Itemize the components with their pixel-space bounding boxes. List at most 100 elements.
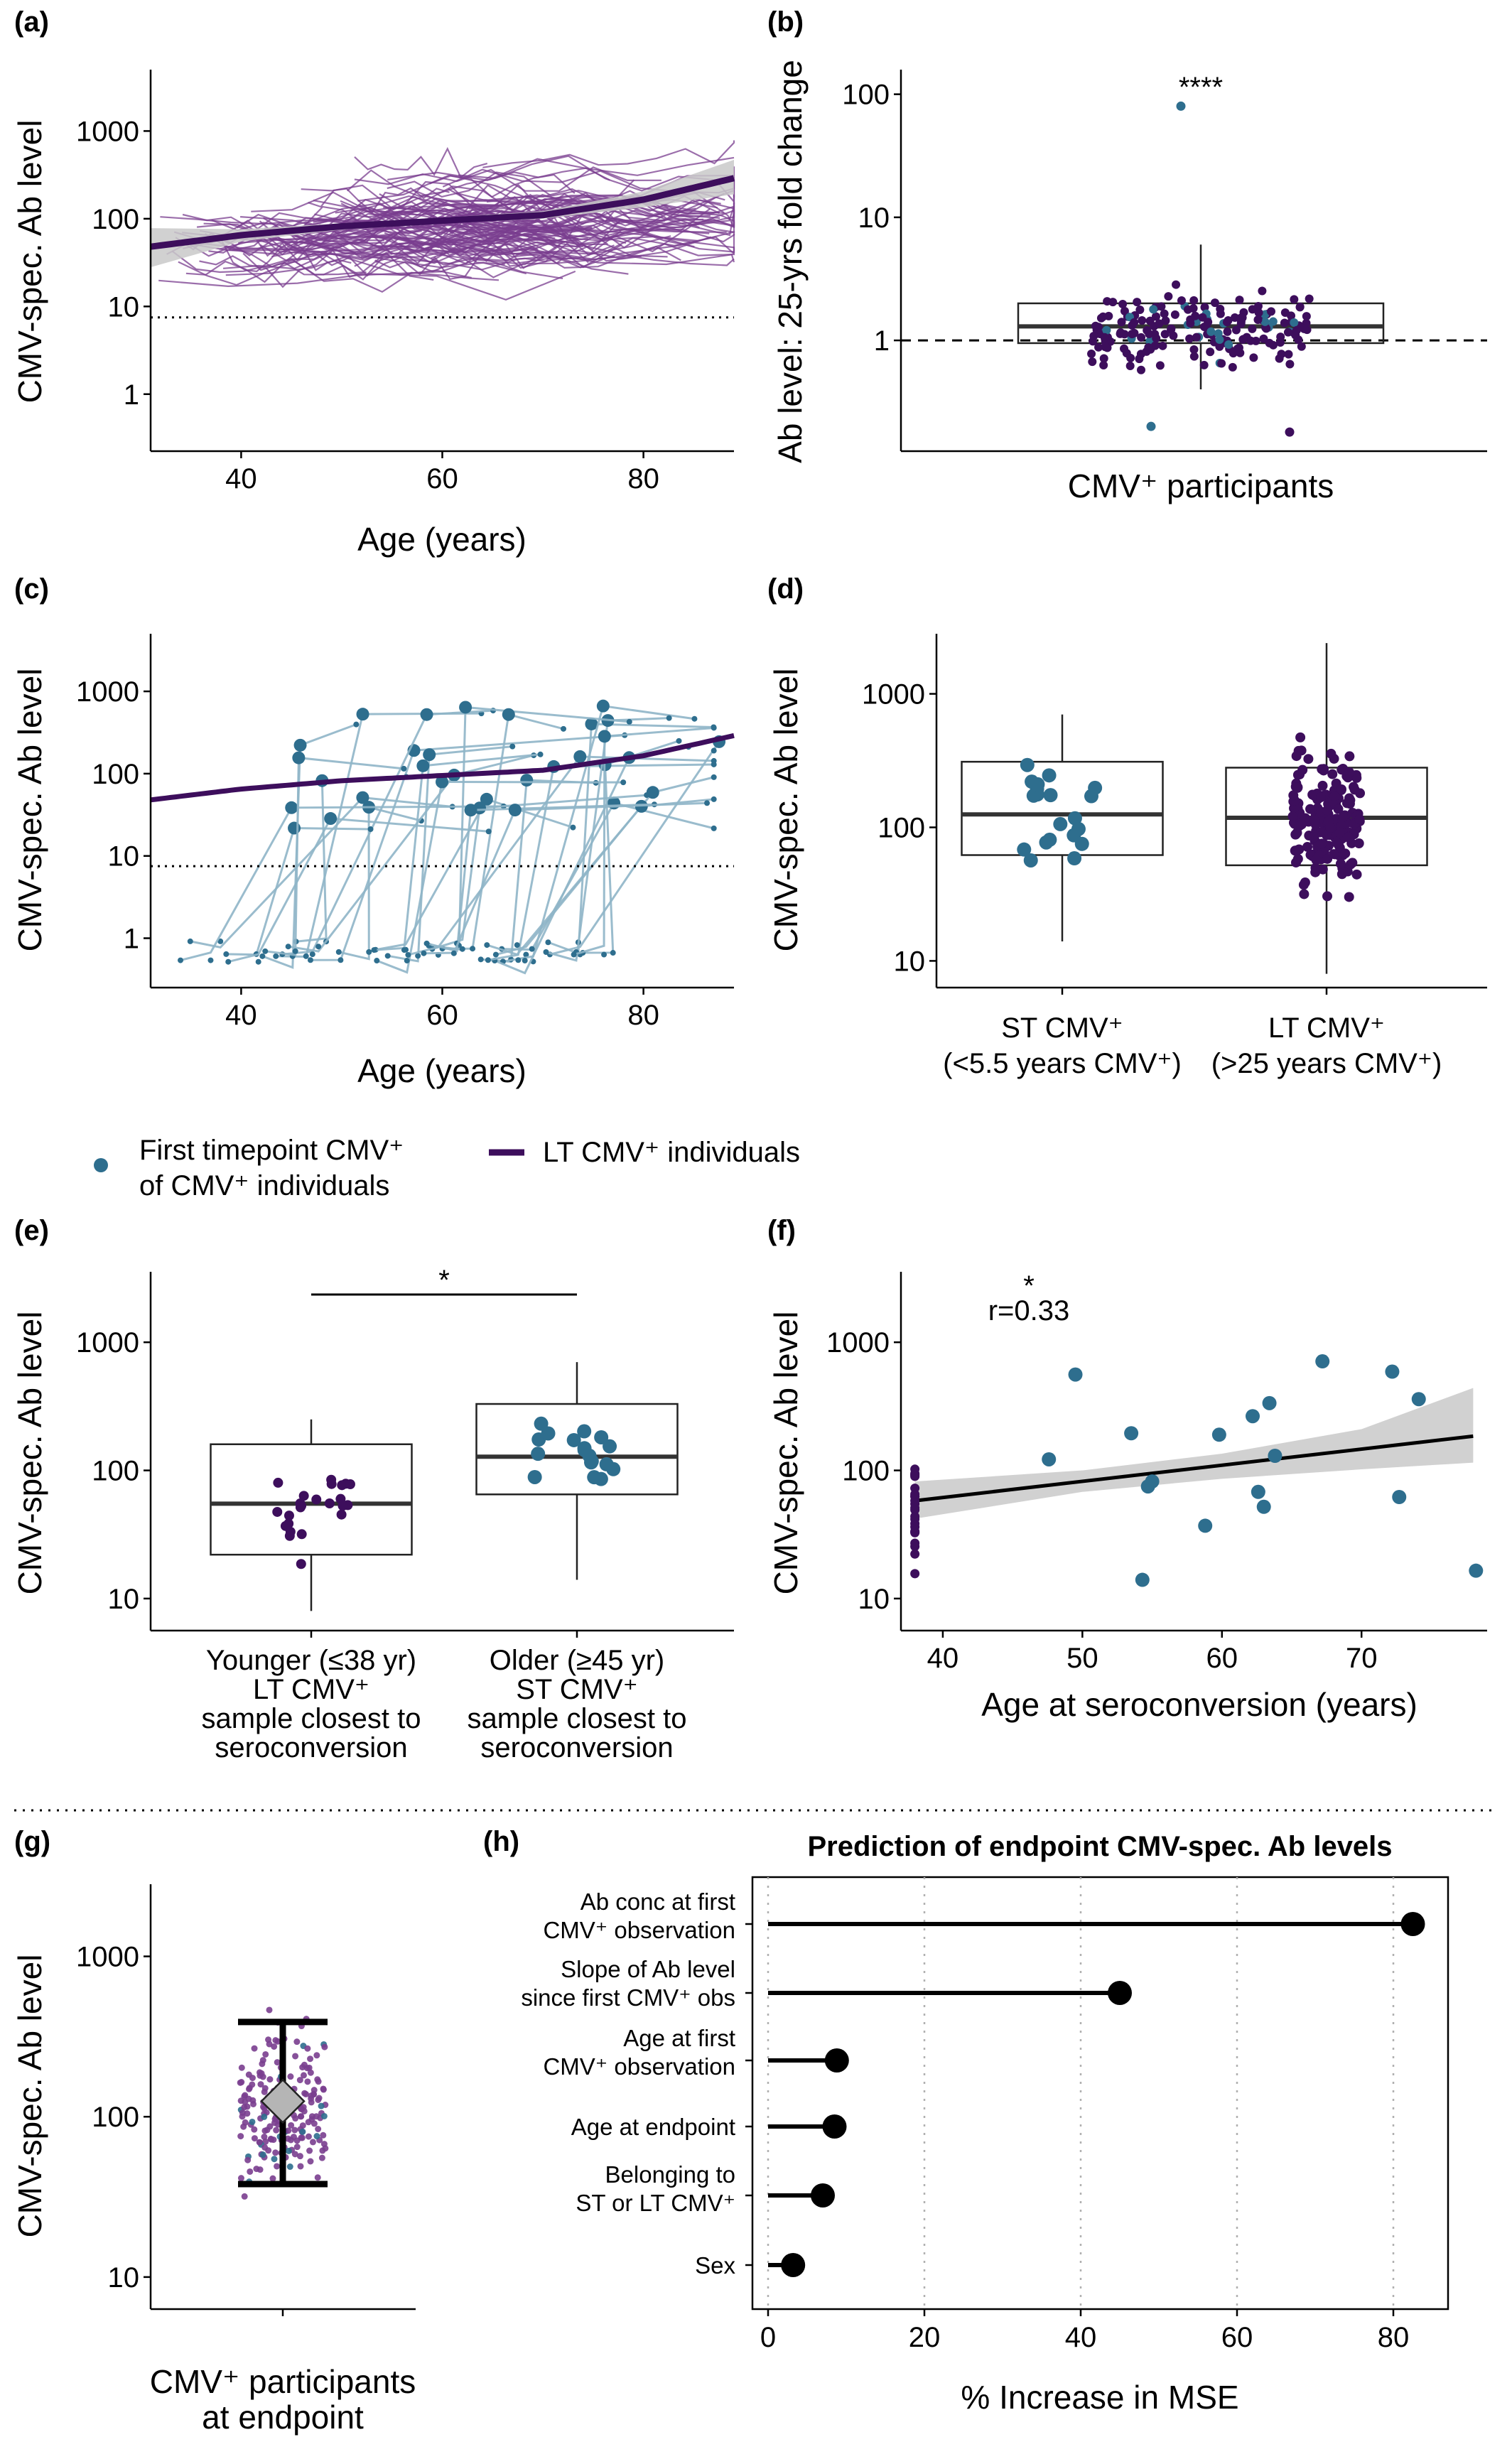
d-st-point — [1042, 768, 1057, 783]
g-point — [309, 2139, 316, 2146]
f-lt-point — [910, 1484, 920, 1493]
d-lt-point — [1296, 819, 1307, 830]
d-lt-point — [1333, 804, 1344, 814]
e-younger-point — [337, 1480, 347, 1491]
d-lt-point — [1335, 858, 1346, 869]
b-point — [1100, 333, 1109, 342]
g-point — [250, 2100, 257, 2107]
c-point — [262, 948, 269, 954]
d-lt-point — [1338, 811, 1349, 822]
c-point — [255, 958, 261, 965]
panel-letter-e: (e) — [14, 1215, 49, 1246]
d-lt-point — [1310, 816, 1320, 826]
a-trajectory — [240, 206, 551, 234]
c-point — [485, 957, 491, 963]
e-younger-point — [336, 1509, 347, 1520]
b-point — [1268, 317, 1278, 326]
c-first-cmv-point — [423, 748, 436, 762]
f-st-point — [1268, 1449, 1282, 1464]
b-significance: **** — [1179, 72, 1223, 103]
h-x-tick-label: 40 — [1065, 2322, 1097, 2353]
e-older-point — [566, 1432, 581, 1447]
d-lt-point — [1303, 754, 1314, 764]
c-point — [366, 949, 372, 955]
e-y-tick-label: 100 — [92, 1456, 139, 1487]
b-point — [1228, 362, 1237, 372]
g-point — [285, 2127, 292, 2134]
c-point — [620, 779, 627, 786]
c-trajectory — [276, 712, 482, 958]
h-x-axis-title: % Increase in MSE — [961, 2379, 1238, 2416]
c-point — [515, 957, 522, 963]
b-y-tick-label: 1 — [874, 325, 890, 357]
g-y-tick-label: 100 — [92, 2102, 139, 2133]
g-point — [293, 2144, 301, 2151]
f-st-point — [1124, 1426, 1139, 1441]
c-point — [223, 951, 230, 957]
c-trajectory — [583, 740, 679, 954]
d-st-point — [1043, 788, 1058, 803]
h-feature-label: CMV⁺ observation — [543, 2053, 735, 2080]
f-y-axis-title: CMV-spec. Ab level — [767, 1312, 804, 1595]
g-point — [305, 2133, 312, 2140]
c-point — [561, 725, 567, 732]
h-feature-label: Slope of Ab level — [561, 1956, 735, 1982]
g-point — [286, 2163, 293, 2171]
b-point — [1216, 304, 1225, 313]
b-point — [1099, 361, 1108, 370]
e-younger-point — [273, 1477, 284, 1488]
b-point — [1137, 333, 1146, 342]
d-lt-point — [1307, 789, 1318, 800]
c-y-tick-label: 1 — [124, 924, 139, 955]
g-point — [271, 2156, 278, 2163]
b-point — [1120, 330, 1129, 339]
b-point — [1176, 101, 1186, 111]
c-first-cmv-point — [324, 812, 338, 826]
f-y-tick-label: 100 — [842, 1456, 890, 1487]
c-point — [543, 949, 549, 955]
c-x-tick-label: 40 — [225, 1000, 257, 1031]
b-point — [1262, 324, 1271, 333]
c-point — [292, 948, 298, 954]
c-trajectory — [180, 805, 504, 962]
f-st-point — [1068, 1367, 1083, 1382]
b-point — [1144, 342, 1153, 352]
b-point — [1285, 360, 1295, 369]
d-lt-point — [1292, 828, 1302, 838]
a-trajectory — [313, 193, 558, 223]
b-point — [1189, 345, 1199, 354]
g-point — [258, 2070, 265, 2077]
c-x-axis-title: Age (years) — [357, 1052, 526, 1089]
c-first-cmv-point — [598, 730, 611, 743]
e-younger-point — [311, 1494, 322, 1505]
b-point — [1238, 335, 1248, 344]
b-point — [1130, 328, 1139, 337]
d-st-point — [1030, 787, 1044, 802]
c-point — [353, 721, 360, 728]
c-y-tick-label: 1000 — [76, 676, 139, 708]
g-point — [314, 2076, 321, 2083]
g-x-axis-title: at endpoint — [202, 2399, 364, 2436]
g-point — [265, 2036, 272, 2043]
g-point — [241, 2193, 248, 2200]
c-trajectory — [431, 794, 647, 951]
g-point — [242, 2119, 249, 2126]
e-younger-point — [296, 1529, 307, 1540]
g-point — [322, 2145, 329, 2152]
g-point — [307, 2158, 314, 2165]
d-lt-point — [1354, 838, 1364, 849]
c-point — [523, 951, 529, 958]
d-lt-point — [1344, 793, 1354, 804]
a-trajectory — [308, 187, 450, 214]
c-trajectory — [288, 754, 534, 953]
e-older-point — [593, 1471, 608, 1486]
f-st-point — [1145, 1474, 1160, 1489]
c-x-tick-label: 80 — [627, 1000, 659, 1031]
g-point — [300, 2072, 307, 2079]
f-lt-point — [910, 1511, 920, 1521]
legend-st-label: First timepoint CMV⁺ — [139, 1135, 404, 1166]
d-lt-point — [1354, 814, 1365, 825]
c-point — [711, 796, 717, 802]
b-point — [1087, 349, 1096, 358]
f-st-point — [1392, 1489, 1407, 1504]
